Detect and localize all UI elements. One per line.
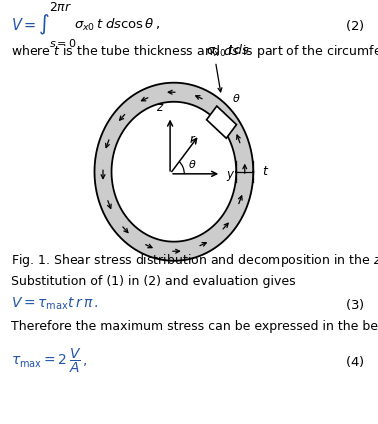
Text: $y$: $y$ — [226, 169, 235, 183]
Text: $s{=}0$: $s{=}0$ — [49, 37, 77, 49]
Text: $(4)$: $(4)$ — [345, 354, 365, 369]
Bar — [207, 106, 237, 138]
Circle shape — [94, 83, 253, 261]
Text: $\theta$: $\theta$ — [232, 92, 240, 104]
Text: $\tau_{\rm max} = 2\,\dfrac{V}{A}\,,$: $\tau_{\rm max} = 2\,\dfrac{V}{A}\,,$ — [11, 347, 88, 375]
Text: $r$: $r$ — [189, 133, 197, 146]
Text: $\sigma_{x0}\,t\;{\it ds}\cos\theta\,,$: $\sigma_{x0}\,t\;{\it ds}\cos\theta\,,$ — [74, 17, 160, 33]
Text: $\sigma_{x0}\,{\it t}\,{\it ds}$: $\sigma_{x0}\,{\it t}\,{\it ds}$ — [206, 43, 250, 59]
Text: $z$: $z$ — [156, 101, 165, 114]
Text: Therefore the maximum stress can be expressed in the beam shear: Therefore the maximum stress can be expr… — [11, 320, 378, 333]
Text: $\theta$: $\theta$ — [188, 159, 197, 170]
Text: $V = \int$: $V = \int$ — [11, 14, 51, 37]
Text: $V = \tau_{\rm max}{\it t}\,r\,\pi\,.$: $V = \tau_{\rm max}{\it t}\,r\,\pi\,.$ — [11, 296, 99, 312]
Text: where $t$ is the tube thickness and ${\it ds}$ is part of the circumference.: where $t$ is the tube thickness and ${\i… — [11, 43, 378, 60]
Text: $t$: $t$ — [262, 165, 269, 178]
Text: Fig. 1. Shear stress distribution and decomposition in the $z$ direction: Fig. 1. Shear stress distribution and de… — [11, 252, 378, 269]
Circle shape — [112, 102, 236, 242]
Text: $(2)$: $(2)$ — [345, 18, 365, 33]
Text: $2\pi r$: $2\pi r$ — [49, 0, 73, 14]
Text: $(3)$: $(3)$ — [345, 296, 365, 312]
Text: Substitution of (1) in (2) and evaluation gives: Substitution of (1) in (2) and evaluatio… — [11, 275, 296, 288]
